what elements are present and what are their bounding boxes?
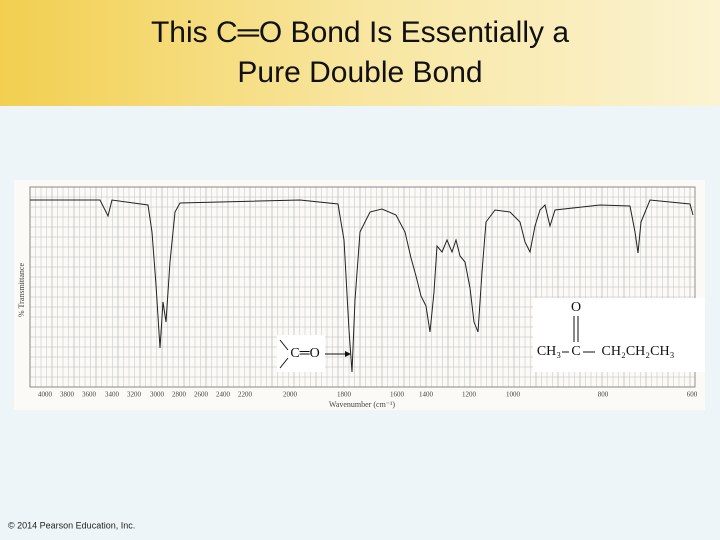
- arrow-head: [345, 351, 351, 357]
- structure-group: CH₂CH₂CH₃: [602, 344, 675, 359]
- x-tick-label: 2800: [172, 391, 187, 399]
- ir-trace: [30, 199, 694, 373]
- x-tick-label: 2600: [194, 391, 209, 399]
- x-tick-label: 2000: [283, 391, 298, 399]
- annotation-label: C═O: [290, 346, 319, 361]
- footer: © 2014 Pearson Education, Inc.: [8, 520, 135, 530]
- x-tick-label: 2200: [238, 391, 253, 399]
- title-line: Pure Double Bond: [237, 56, 482, 89]
- x-tick-label: 1600: [390, 391, 405, 399]
- x-tick-label: 2400: [216, 391, 231, 399]
- x-tick-label: 800: [598, 391, 609, 399]
- structure-oxygen: O: [571, 300, 581, 315]
- x-tick-label: 4000: [38, 391, 53, 399]
- structure-carbon: C: [571, 344, 580, 359]
- spectrum-frame: [14, 180, 705, 410]
- x-tick-label: 3800: [60, 391, 75, 399]
- x-axis-label: Wavenumber (cm⁻¹): [329, 400, 396, 409]
- title-line: This C═O Bond Is Essentially a: [151, 16, 569, 49]
- annotation-box: [277, 335, 325, 372]
- x-tick-label: 1000: [506, 391, 521, 399]
- y-axis-label: % Transmittance: [17, 263, 26, 317]
- bond-line: [279, 357, 289, 369]
- x-tick-label: 600: [687, 391, 698, 399]
- structure-group: CH₃: [537, 344, 561, 359]
- header-band: [0, 0, 720, 106]
- x-tick-label: 3400: [105, 391, 120, 399]
- x-tick-label: 3000: [150, 391, 165, 399]
- x-tick-label: 3200: [127, 391, 142, 399]
- x-tick-label: 1800: [337, 391, 352, 399]
- plot-border: [29, 186, 696, 388]
- structure-box: [533, 298, 705, 372]
- x-tick-label: 1200: [462, 391, 477, 399]
- x-tick-labels: 4000 3800 3600 3400 3200 3000 2800 2600 2400 2200…: [38, 391, 698, 399]
- x-tick-label: 3600: [82, 391, 97, 399]
- bond-line: [279, 339, 289, 351]
- x-tick-label: 1400: [419, 391, 434, 399]
